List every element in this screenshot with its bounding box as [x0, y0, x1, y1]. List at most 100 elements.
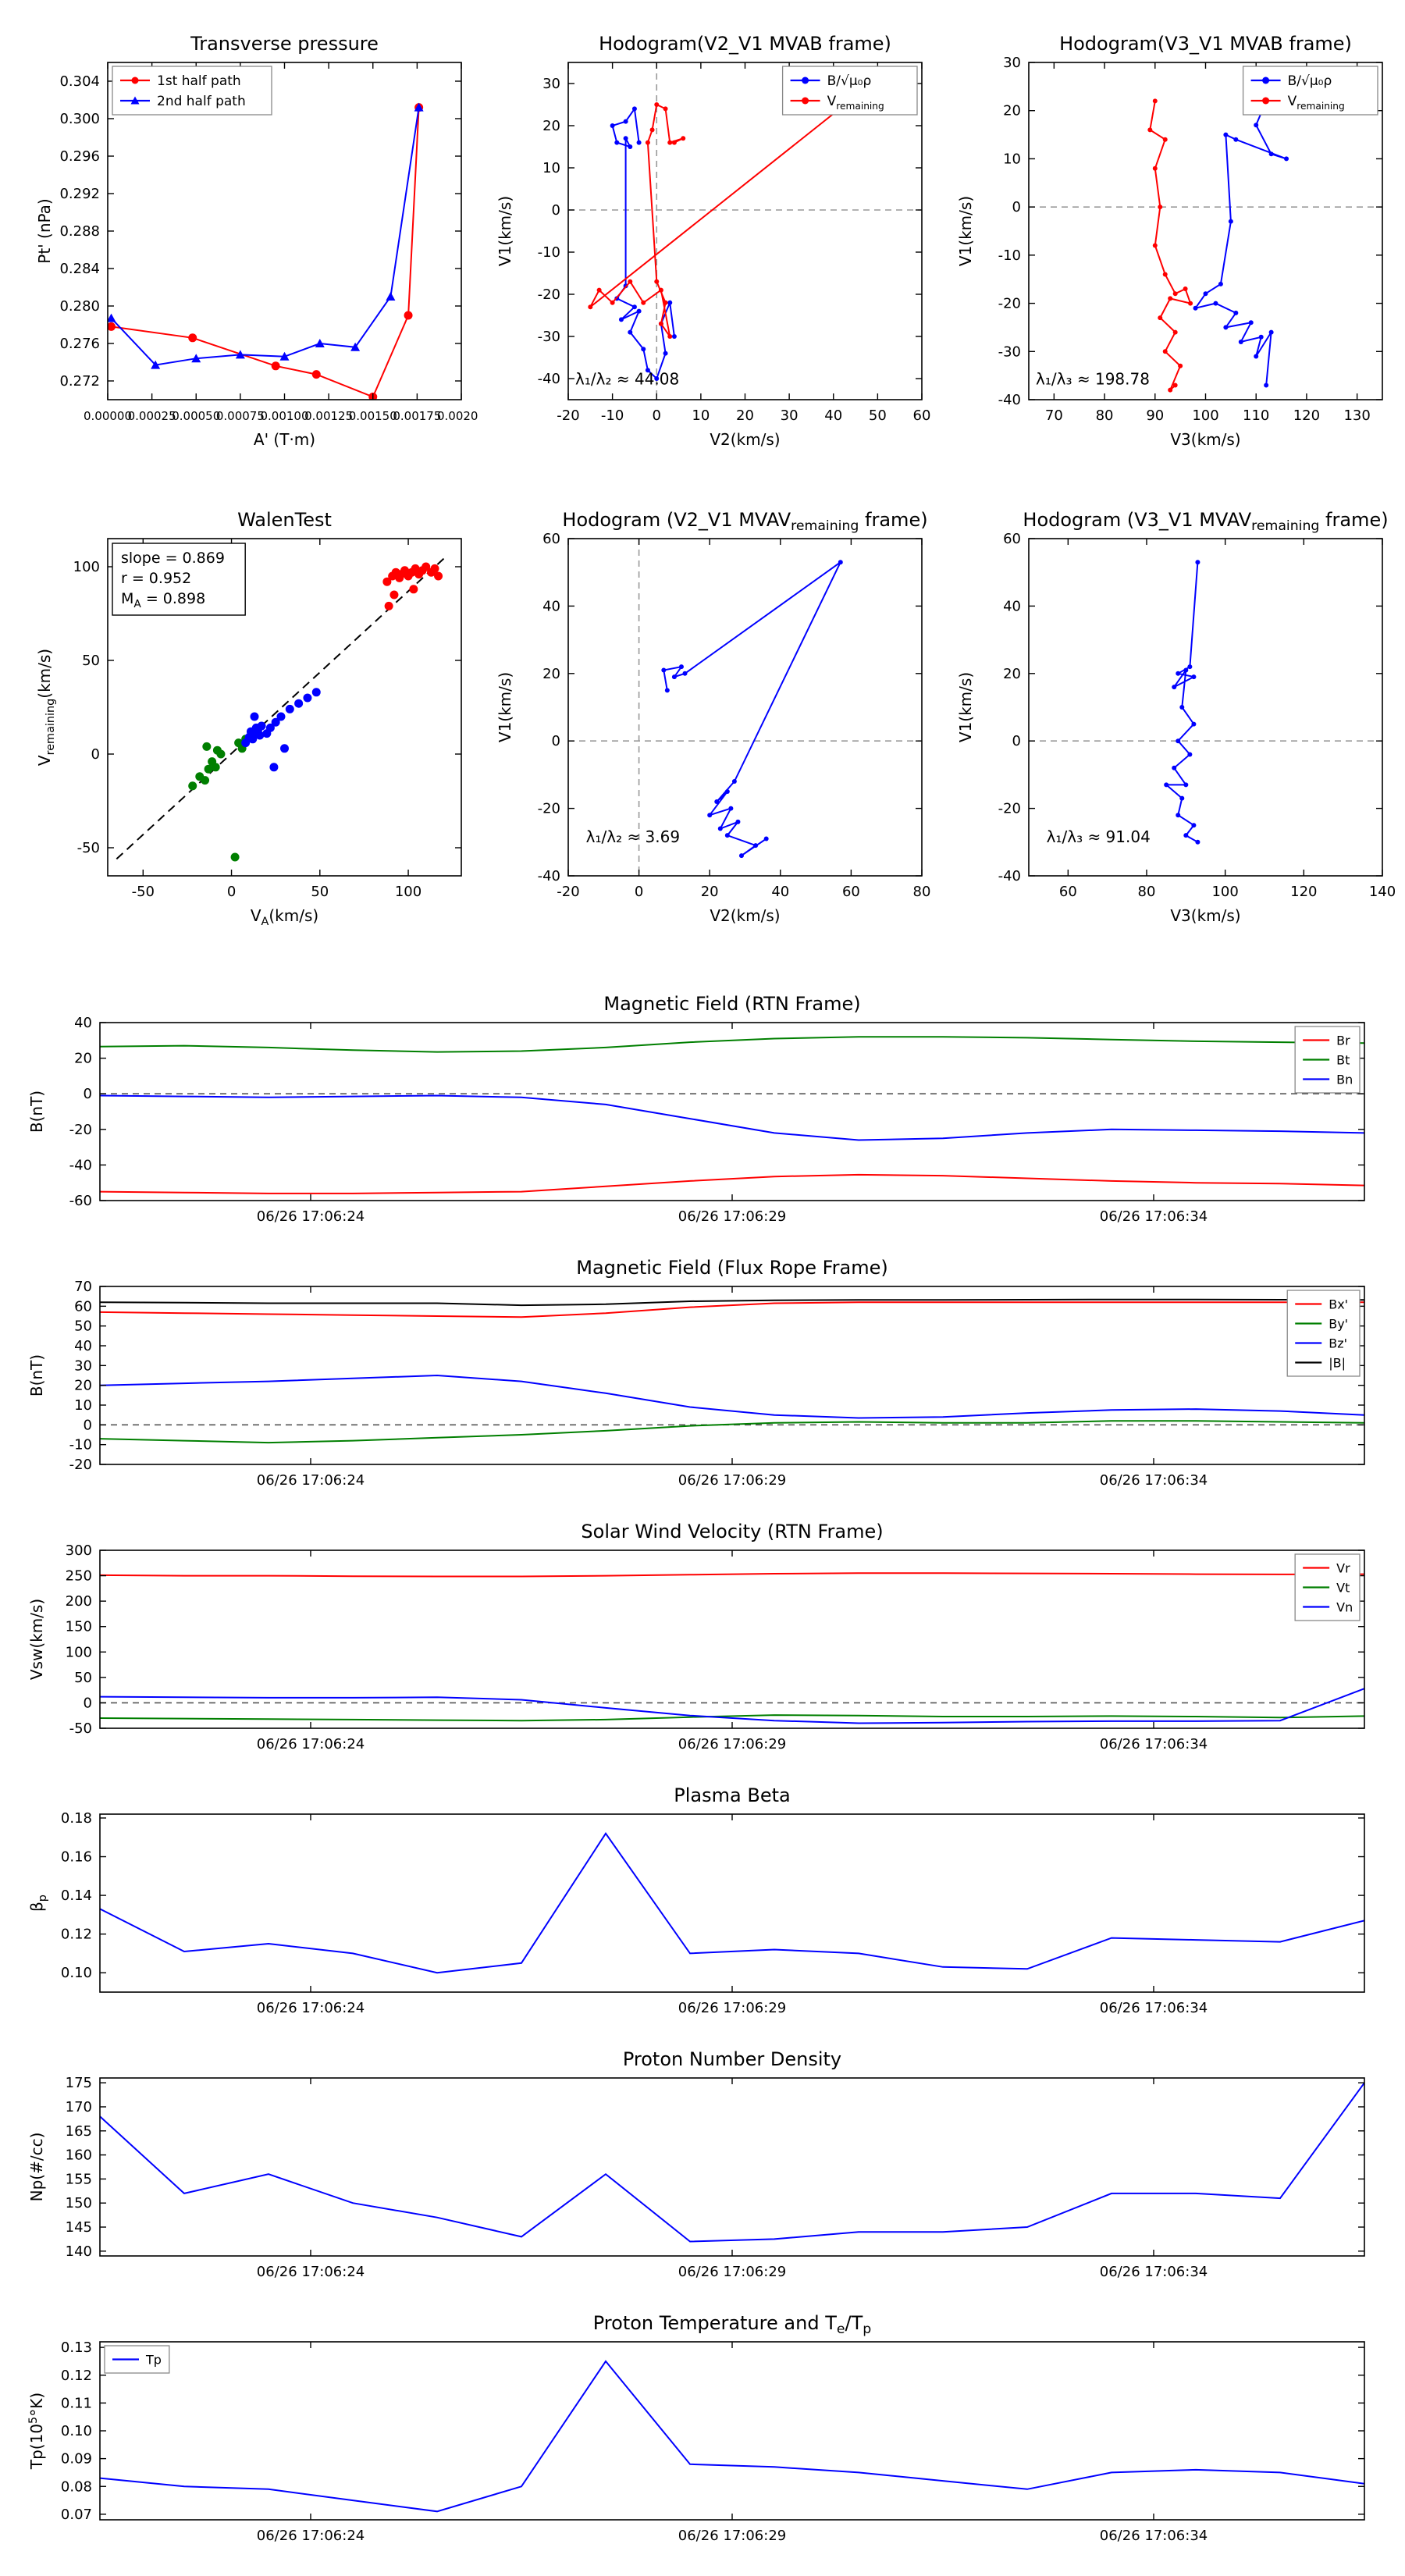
- svg-text:0: 0: [84, 1086, 92, 1102]
- svg-text:r = 0.952: r = 0.952: [121, 570, 191, 587]
- svg-text:06/26 17:06:24: 06/26 17:06:24: [257, 1736, 365, 1752]
- svg-text:90: 90: [1146, 407, 1164, 424]
- svg-text:Hodogram (V3_V1 MVAVremaining: Hodogram (V3_V1 MVAVremaining frame): [1023, 509, 1388, 534]
- svg-text:-50: -50: [69, 1720, 92, 1737]
- svg-text:20: 20: [1003, 103, 1021, 119]
- svg-text:06/26 17:06:29: 06/26 17:06:29: [678, 1472, 786, 1489]
- svg-text:B(nT): B(nT): [27, 1354, 46, 1397]
- svg-text:30: 30: [781, 407, 799, 424]
- chart-walen-test: -50 0 50 100 -50 0 50 100 WalenTest VA(km/s) Vrema…: [30, 500, 478, 937]
- svg-text:0.276: 0.276: [59, 336, 100, 352]
- svg-text:40: 40: [771, 884, 789, 900]
- svg-text:06/26 17:06:24: 06/26 17:06:24: [257, 2528, 365, 2544]
- svg-text:06/26 17:06:29: 06/26 17:06:29: [678, 2000, 786, 2016]
- svg-text:30: 30: [74, 1357, 92, 1374]
- svg-text:0.284: 0.284: [59, 261, 100, 277]
- chart-plasma-beta: 06/26 17:06:24 06/26 17:06:29 06/26 17:06:…: [22, 1777, 1384, 2026]
- svg-text:0.18: 0.18: [61, 1810, 92, 1827]
- svg-text:0.16: 0.16: [61, 1849, 92, 1866]
- svg-text:Plasma Beta: Plasma Beta: [674, 1784, 790, 1806]
- svg-text:0: 0: [552, 733, 560, 749]
- svg-text:0.10: 0.10: [61, 1965, 92, 1981]
- svg-text:165: 165: [66, 2123, 92, 2140]
- svg-text:B(nT): B(nT): [27, 1091, 46, 1133]
- svg-text:06/26 17:06:29: 06/26 17:06:29: [678, 1736, 786, 1752]
- svg-text:155: 155: [66, 2171, 92, 2187]
- svg-text:Vt: Vt: [1336, 1581, 1350, 1596]
- svg-text:20: 20: [542, 118, 560, 134]
- svg-text:20: 20: [74, 1378, 92, 1394]
- svg-text:70: 70: [1045, 407, 1063, 424]
- svg-text:0.08: 0.08: [61, 2478, 92, 2495]
- chart-svg-magnetic-field-flux-rope: 06/26 17:06:24 06/26 17:06:29 06/26 17:06:…: [27, 1257, 1365, 1489]
- svg-text:60: 60: [842, 884, 860, 900]
- svg-text:0.00150: 0.00150: [349, 409, 397, 423]
- svg-text:-30: -30: [998, 343, 1021, 360]
- chart-hodogram-v3v1-mvab: 70 80 90 100 110 120 130 -40 -30 -20 -10 0 10 20 30 Hod…: [951, 23, 1400, 461]
- svg-text:175: 175: [66, 2075, 92, 2091]
- svg-text:50: 50: [869, 407, 887, 424]
- svg-text:1st half path: 1st half path: [157, 73, 241, 89]
- svg-text:80: 80: [1138, 884, 1156, 900]
- svg-text:V1(km/s): V1(km/s): [496, 196, 514, 266]
- chart-solar-wind-velocity: 06/26 17:06:24 06/26 17:06:29 06/26 17:06:…: [22, 1513, 1384, 1763]
- svg-text:06/26 17:06:24: 06/26 17:06:24: [257, 2264, 365, 2280]
- svg-text:0: 0: [653, 407, 661, 424]
- svg-text:Proton Number Density: Proton Number Density: [623, 2048, 841, 2070]
- svg-text:Magnetic Field (RTN Frame): Magnetic Field (RTN Frame): [603, 993, 860, 1015]
- svg-text:Hodogram (V2_V1 MVAVremaining: Hodogram (V2_V1 MVAVremaining frame): [562, 509, 927, 534]
- chart-svg-transverse-pressure: 0.000000.000250.000500.000750.001000.001…: [35, 33, 486, 449]
- svg-text:B/√μ₀ρ: B/√μ₀ρ: [827, 73, 872, 89]
- svg-text:06/26 17:06:24: 06/26 17:06:24: [257, 2000, 365, 2016]
- svg-text:-50: -50: [77, 840, 100, 856]
- svg-text:A' (T·m): A' (T·m): [254, 430, 315, 449]
- svg-text:145: 145: [66, 2219, 92, 2236]
- svg-text:2nd half path: 2nd half path: [157, 94, 246, 109]
- svg-text:0.00100: 0.00100: [260, 409, 308, 423]
- svg-text:By': By': [1329, 1317, 1348, 1332]
- svg-text:250: 250: [66, 1568, 92, 1585]
- svg-text:140: 140: [66, 2243, 92, 2260]
- svg-text:06/26 17:06:34: 06/26 17:06:34: [1100, 2528, 1208, 2544]
- svg-text:110: 110: [1243, 407, 1269, 424]
- svg-text:0.11: 0.11: [61, 2395, 92, 2411]
- svg-text:Bn: Bn: [1336, 1073, 1353, 1087]
- svg-text:V2(km/s): V2(km/s): [710, 430, 780, 449]
- svg-text:Bz': Bz': [1329, 1336, 1347, 1351]
- svg-text:-30: -30: [538, 329, 560, 345]
- svg-text:0: 0: [1012, 733, 1021, 749]
- svg-text:0: 0: [84, 1695, 92, 1711]
- svg-text:Pt' (nPa): Pt' (nPa): [35, 198, 54, 263]
- svg-text:B/√μ₀ρ: B/√μ₀ρ: [1288, 73, 1332, 89]
- svg-text:-10: -10: [601, 407, 624, 424]
- svg-text:V3(km/s): V3(km/s): [1170, 430, 1240, 449]
- svg-text:VA(km/s): VA(km/s): [251, 906, 318, 928]
- svg-text:-20: -20: [557, 407, 579, 424]
- svg-text:0.12: 0.12: [61, 1927, 92, 1943]
- svg-text:160: 160: [66, 2147, 92, 2164]
- svg-text:80: 80: [1096, 407, 1114, 424]
- svg-text:0.300: 0.300: [59, 111, 100, 127]
- svg-text:λ₁/λ₂ ≈ 44.08: λ₁/λ₂ ≈ 44.08: [575, 370, 679, 389]
- svg-text:50: 50: [74, 1318, 92, 1335]
- svg-text:40: 40: [74, 1015, 92, 1031]
- svg-text:0.07: 0.07: [61, 2507, 92, 2523]
- svg-text:-40: -40: [538, 371, 560, 387]
- svg-text:0.09: 0.09: [61, 2451, 92, 2467]
- svg-text:140: 140: [1369, 884, 1396, 900]
- svg-text:λ₁/λ₂ ≈ 3.69: λ₁/λ₂ ≈ 3.69: [586, 827, 680, 846]
- svg-text:150: 150: [66, 2195, 92, 2211]
- svg-text:V1(km/s): V1(km/s): [496, 672, 514, 742]
- svg-text:06/26 17:06:24: 06/26 17:06:24: [257, 1208, 365, 1225]
- svg-text:70: 70: [74, 1279, 92, 1295]
- svg-text:Vremaining: Vremaining: [1288, 94, 1345, 112]
- svg-text:Proton Temperature and Te/Tp: Proton Temperature and Te/Tp: [593, 2312, 872, 2337]
- svg-text:-20: -20: [557, 884, 579, 900]
- svg-text:WalenTest: WalenTest: [237, 509, 332, 531]
- svg-text:0.00175: 0.00175: [393, 409, 441, 423]
- svg-text:60: 60: [1059, 884, 1077, 900]
